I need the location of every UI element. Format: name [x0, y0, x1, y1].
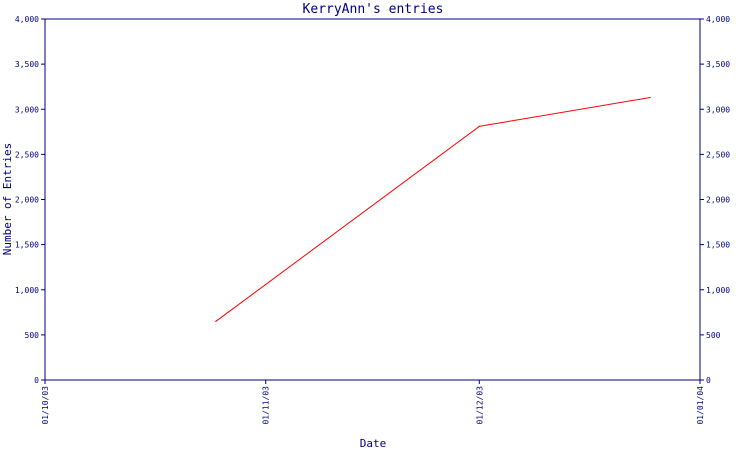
series-line	[215, 97, 651, 322]
plot-frame	[44, 18, 701, 381]
y-tick-label-right: 2,000	[706, 196, 730, 205]
y-axis-left-ticks: 0 500 1,000 1,500 2,000 2,500 3,000 3,500 4,000	[15, 15, 45, 385]
y-tick-label-left: 1,000	[15, 286, 39, 295]
chart-title: KerryAnn's entries	[303, 2, 444, 17]
data-point	[478, 125, 480, 127]
x-tick-label: 01/10/03	[41, 386, 50, 425]
x-tick-label: 01/01/04	[696, 386, 705, 425]
data-point	[215, 320, 217, 322]
series	[215, 96, 651, 322]
y-axis-right-ticks: 0 500 1,000 1,500 2,000 2,500 3,000 3,500 4,000	[700, 15, 730, 385]
data-point	[649, 96, 651, 99]
x-axis-label: Date	[360, 437, 387, 450]
y-tick-label-right: 3,500	[706, 60, 730, 69]
y-tick-label-right: 500	[706, 331, 721, 340]
y-tick-label-left: 1,500	[15, 241, 39, 250]
y-tick-label-left: 2,500	[15, 150, 39, 159]
y-axis-label: Number of Entries	[1, 143, 14, 256]
x-axis-ticks: 01/10/03 01/11/03 01/12/03 01/01/04	[41, 380, 705, 425]
y-tick-label-right: 1,000	[706, 286, 730, 295]
y-tick-label-right: 0	[706, 376, 711, 385]
y-tick-label-left: 0	[34, 376, 39, 385]
y-tick-label-left: 4,000	[15, 15, 39, 24]
y-tick-label-right: 3,000	[706, 105, 730, 114]
x-tick-label: 01/12/03	[475, 386, 484, 425]
y-tick-label-left: 3,000	[15, 105, 39, 114]
y-tick-label-left: 500	[25, 331, 40, 340]
y-tick-label-left: 2,000	[15, 196, 39, 205]
axes	[44, 18, 701, 381]
y-tick-label-right: 4,000	[706, 15, 730, 24]
y-tick-label-right: 1,500	[706, 241, 730, 250]
y-tick-label-right: 2,500	[706, 150, 730, 159]
x-tick-label: 01/11/03	[262, 386, 271, 425]
y-tick-label-left: 3,500	[15, 60, 39, 69]
